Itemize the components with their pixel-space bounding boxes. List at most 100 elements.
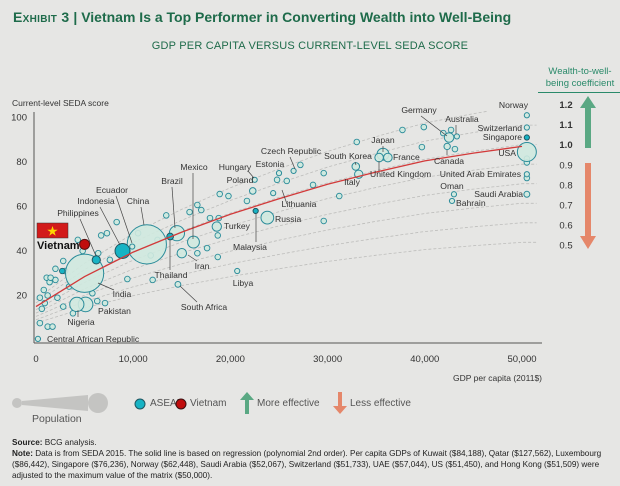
- data-point: [103, 229, 111, 237]
- y-tick-label: 80: [16, 157, 27, 168]
- data-point: [36, 294, 44, 301]
- leader-line: [79, 218, 97, 257]
- country-label: Mexico: [180, 162, 207, 172]
- country-label: Japan: [371, 135, 395, 145]
- asean-data-point: [59, 267, 66, 275]
- data-point: [320, 217, 327, 225]
- source-label: Source:: [12, 438, 43, 447]
- leader-line: [354, 161, 357, 166]
- data-point: [399, 126, 406, 134]
- country-label: Lithuania: [282, 199, 317, 209]
- country-label: Norway: [499, 100, 529, 110]
- country-label: Philippines: [57, 208, 99, 218]
- country-label: Central African Republic: [47, 334, 140, 344]
- country-label: Czech Republic: [261, 146, 322, 156]
- exhibit-headline: Vietnam Is a Top Performer in Converting…: [81, 9, 512, 25]
- data-point: [297, 161, 304, 169]
- data-point: [40, 286, 48, 294]
- leader-line: [187, 254, 198, 262]
- country-label: Hungary: [219, 162, 252, 172]
- bubble-united-arab-emirates: [523, 171, 530, 178]
- x-tick-label: 40,000: [410, 354, 439, 365]
- data-point: [214, 232, 222, 239]
- down-arrow-icon: [333, 392, 347, 414]
- bubble-malaysia: [252, 207, 259, 215]
- data-point: [47, 274, 54, 281]
- coefficient-tick-label: 0.7: [559, 201, 572, 212]
- data-point: [194, 201, 201, 209]
- data-point: [44, 292, 51, 299]
- bubble-norway: [523, 112, 530, 119]
- x-tick-label: 50,000: [507, 354, 536, 365]
- country-label: Germany: [401, 105, 437, 115]
- country-label: Russia: [275, 214, 301, 224]
- country-label: Poland: [227, 175, 254, 185]
- data-point: [162, 212, 170, 219]
- bubble-china: [126, 224, 167, 265]
- country-label: Malaysia: [233, 242, 267, 252]
- coefficient-tick-label: 0.5: [559, 241, 572, 252]
- bubble-canada: [443, 142, 451, 151]
- bubble-indonesia: [114, 243, 131, 259]
- data-point: [353, 138, 361, 146]
- country-label: South Africa: [181, 302, 228, 312]
- bubble-oman: [450, 191, 458, 198]
- data-point: [113, 218, 120, 226]
- data-point: [54, 294, 61, 301]
- y-tick-label: 20: [16, 291, 27, 302]
- regression-line: [35, 145, 523, 308]
- country-label: Ecuador: [96, 185, 128, 195]
- iso-coefficient-line: [35, 163, 537, 311]
- bubble-south-africa: [174, 280, 182, 288]
- bubble-united-kingdom: [374, 152, 384, 163]
- legend-population: Population: [32, 413, 82, 425]
- bubble-australia: [453, 133, 460, 140]
- bubble-usa: [516, 142, 537, 162]
- data-point: [197, 206, 205, 214]
- bubble-russia: [260, 210, 275, 225]
- data-point: [336, 192, 343, 200]
- bubble-central-african-republic: [34, 335, 42, 342]
- bubble-bahrain: [448, 197, 456, 205]
- population-scale-icon: [12, 393, 108, 413]
- legend-vietnam: Vietnam: [190, 398, 227, 409]
- source-line: Source: BCG analysis.: [12, 437, 612, 448]
- data-point: [273, 176, 281, 184]
- data-point: [97, 232, 105, 239]
- iso-coefficient-line: [35, 110, 489, 300]
- data-point: [38, 305, 46, 313]
- country-label: United Kingdom: [370, 169, 431, 179]
- country-label: Australia: [445, 114, 479, 124]
- bubble-france: [383, 152, 393, 163]
- asean-marker-icon: [134, 398, 146, 410]
- data-point: [52, 265, 59, 273]
- bubble-mexico: [187, 235, 200, 249]
- x-tick-label: 20,000: [216, 354, 245, 365]
- bubble-czech-republic: [290, 167, 297, 174]
- footnotes: Source: BCG analysis. Note: Data is from…: [12, 437, 612, 481]
- bubble-nigeria: [69, 296, 85, 313]
- coefficient-tick-label: 1.2: [559, 100, 572, 111]
- up-arrow-icon: [240, 392, 254, 414]
- data-point: [420, 123, 428, 131]
- exhibit-label: Exhibit 3: [13, 9, 70, 25]
- x-axis-label: GDP per capita (2011$): [453, 373, 542, 383]
- country-label: Estonia: [256, 159, 285, 169]
- iso-coefficient-line: [35, 241, 537, 324]
- leader-line: [247, 170, 255, 179]
- data-point: [149, 276, 156, 284]
- data-point: [94, 249, 102, 257]
- data-point: [49, 323, 56, 330]
- country-label: Libya: [233, 278, 254, 288]
- data-point: [93, 297, 101, 305]
- coefficient-tick-label: 0.8: [559, 180, 572, 191]
- exhibit-title: Exhibit 3 | Vietnam Is a Top Performer i…: [13, 9, 512, 25]
- data-point: [59, 257, 67, 265]
- bubble-germany: [443, 132, 455, 143]
- data-point: [447, 126, 455, 134]
- country-label: Vietnam: [37, 240, 80, 252]
- country-label: Iran: [195, 261, 210, 271]
- data-point: [106, 256, 114, 264]
- bubble-turkey: [211, 221, 222, 232]
- leader-line: [420, 115, 448, 137]
